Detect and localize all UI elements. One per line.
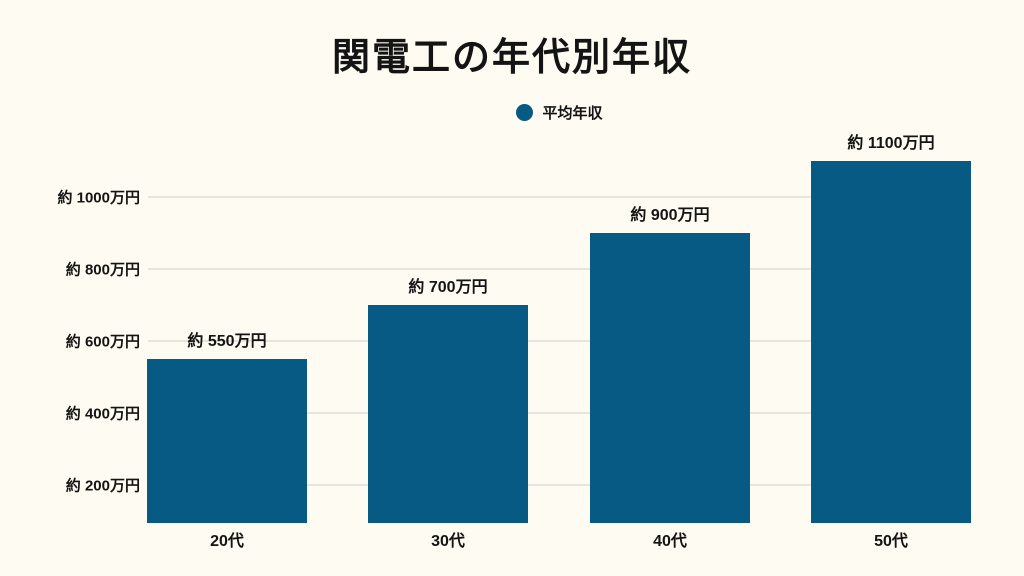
bar-value-label: 約 1100万円	[847, 135, 935, 152]
y-axis-tick-label: 約 800万円	[65, 261, 140, 279]
gridline	[148, 268, 971, 270]
x-axis-tick-label: 30代	[431, 533, 465, 550]
bar-value-label: 約 550万円	[187, 333, 267, 350]
legend-marker-icon	[516, 104, 534, 121]
y-axis-tick-label: 約 400万円	[65, 405, 140, 423]
x-axis-tick-label: 50代	[874, 533, 908, 550]
gridline	[148, 340, 971, 342]
gridline	[148, 412, 971, 414]
y-axis-tick-label: 約 200万円	[65, 477, 140, 495]
bar-30代	[368, 305, 528, 523]
bar-value-label: 約 700万円	[408, 279, 488, 296]
bar-50代	[811, 161, 971, 523]
x-axis-tick-label: 40代	[653, 533, 687, 550]
x-axis-tick-label: 20代	[210, 533, 244, 550]
legend-label: 平均年収	[542, 105, 603, 122]
gridline	[148, 196, 971, 198]
gridline	[148, 484, 971, 486]
bar-40代	[590, 233, 750, 523]
y-axis-tick-label: 約 600万円	[65, 333, 140, 351]
bar-value-label: 約 900万円	[630, 207, 710, 224]
y-axis-tick-label: 約 1000万円	[57, 189, 140, 207]
legend: 平均年収	[148, 102, 971, 123]
chart-title: 関電工の年代別年収	[331, 37, 692, 79]
bar-20代	[147, 359, 307, 523]
